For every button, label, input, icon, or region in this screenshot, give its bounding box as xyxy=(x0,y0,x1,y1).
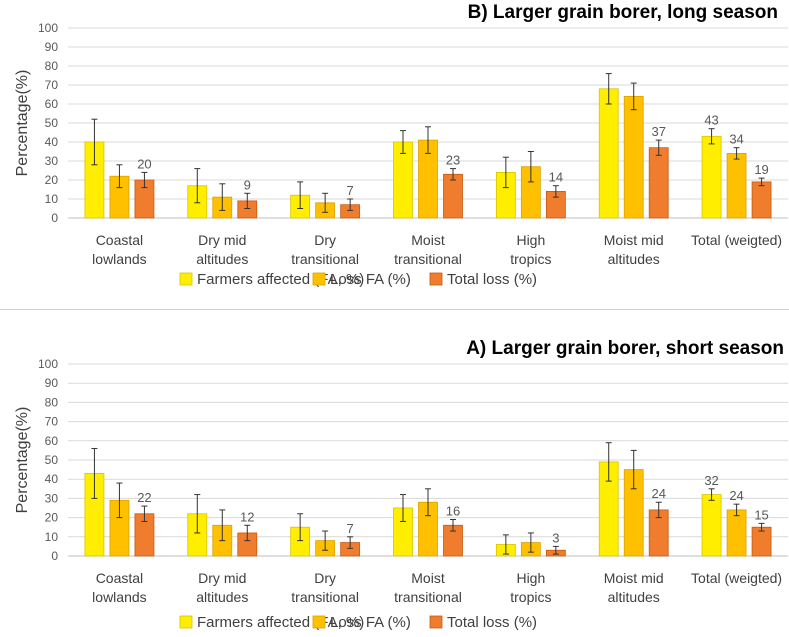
panel1-data-label: 20 xyxy=(137,156,151,171)
panel2-x-tick-label: altitudes xyxy=(196,589,248,605)
panel1-y-tick-label: 30 xyxy=(45,154,59,168)
panel2-x-tick-label: Coastal xyxy=(96,570,143,586)
panel1-data-label: 34 xyxy=(729,132,743,147)
panel2-y-tick-label: 50 xyxy=(45,453,59,467)
panel2-y-tick-label: 80 xyxy=(45,395,59,409)
panel2-x-tick-label: transitional xyxy=(291,589,359,605)
panel1-y-tick-label: 100 xyxy=(38,21,58,35)
panel2-x-tick-label: altitudes xyxy=(608,589,660,605)
panel1-legend-swatch xyxy=(312,272,326,286)
panel1-bar xyxy=(726,152,747,219)
panel1-legend-swatch xyxy=(429,272,443,286)
panel1-y-tick-label: 90 xyxy=(45,40,59,54)
panel2-y-axis-label: Percentage(%) xyxy=(14,407,31,514)
panel2-y-tick-label: 90 xyxy=(45,376,59,390)
panel2-x-tick-label: tropics xyxy=(510,589,551,605)
panel2-x-tick-label: High xyxy=(516,570,545,586)
panel2-legend-swatch xyxy=(429,615,443,629)
panel1-data-label: 37 xyxy=(651,124,665,139)
panel1-x-tick-label: tropics xyxy=(510,251,551,267)
panel2-y-tick-label: 70 xyxy=(45,415,59,429)
panel2-y-tick-label: 100 xyxy=(38,357,58,371)
panel1-chart-title: B) Larger grain borer, long season xyxy=(468,2,778,23)
panel2-x-tick-label: Dry mid xyxy=(198,570,246,586)
panel1-bar xyxy=(701,135,722,219)
panel2-data-label: 7 xyxy=(347,521,354,536)
panel2-data-label: 32 xyxy=(704,473,718,488)
panel1-bar xyxy=(623,96,644,219)
panel2-y-tick-label: 0 xyxy=(51,549,58,563)
panel1-y-tick-label: 50 xyxy=(45,116,59,130)
panel1-data-label: 14 xyxy=(549,170,563,185)
panel-divider xyxy=(0,309,789,310)
panel1-y-tick-label: 70 xyxy=(45,78,59,92)
panel1-legend-label: Loss FA (%) xyxy=(330,271,411,288)
panel2-data-label: 3 xyxy=(552,530,559,545)
panel2-bar xyxy=(726,509,747,557)
panel1-x-tick-label: transitional xyxy=(291,251,359,267)
panel1-y-axis-label: Percentage(%) xyxy=(14,70,31,177)
panel2-x-tick-label: transitional xyxy=(394,589,462,605)
panel2-x-tick-label: Total (weigted) xyxy=(691,570,782,586)
panel1-x-tick-label: Total (weigted) xyxy=(691,232,782,248)
panel1-data-label: 19 xyxy=(754,162,768,177)
panel1-x-tick-label: Moist xyxy=(411,232,445,248)
panel2-y-tick-label: 10 xyxy=(45,530,59,544)
panel1-x-tick-label: Coastal xyxy=(96,232,143,248)
panel1-bar xyxy=(598,88,619,219)
panel1-legend-swatch xyxy=(179,272,193,286)
panel2-x-tick-label: Moist xyxy=(411,570,445,586)
panel2-bar xyxy=(701,494,722,557)
panel1-x-tick-label: High xyxy=(516,232,545,248)
panel2-chart-title: A) Larger grain borer, short season xyxy=(466,338,784,359)
panel1-y-tick-label: 20 xyxy=(45,173,59,187)
panel2-y-tick-label: 20 xyxy=(45,511,59,525)
panel2-x-tick-label: Moist mid xyxy=(604,570,664,586)
panel1-y-tick-label: 80 xyxy=(45,59,59,73)
panel2-y-tick-label: 30 xyxy=(45,491,59,505)
panel1-bar xyxy=(443,173,463,219)
panel1-x-tick-label: Dry mid xyxy=(198,232,246,248)
panel2-legend-label: Loss FA (%) xyxy=(330,614,411,631)
panel1-data-label: 23 xyxy=(446,153,460,168)
panel1-x-tick-label: altitudes xyxy=(196,251,248,267)
panel2-data-label: 12 xyxy=(240,509,254,524)
panel1-bar xyxy=(648,147,669,219)
panel2-y-tick-label: 60 xyxy=(45,434,59,448)
panel2-data-label: 24 xyxy=(729,488,743,503)
panel1-y-tick-label: 0 xyxy=(51,211,58,225)
panel1-x-tick-label: Moist mid xyxy=(604,232,664,248)
panel1-y-tick-label: 10 xyxy=(45,192,59,206)
panel1-x-tick-label: Dry xyxy=(314,232,336,248)
panel1-data-label: 7 xyxy=(347,183,354,198)
panel2-data-label: 22 xyxy=(137,490,151,505)
panel2-x-tick-label: Dry xyxy=(314,570,336,586)
panel2-legend-swatch xyxy=(179,615,193,629)
panel2-data-label: 16 xyxy=(446,504,460,519)
panel2-y-tick-label: 40 xyxy=(45,472,59,486)
panel1-bar xyxy=(751,181,772,219)
panel1-y-tick-label: 60 xyxy=(45,97,59,111)
panel1-x-tick-label: transitional xyxy=(394,251,462,267)
panel1-x-tick-label: altitudes xyxy=(608,251,660,267)
panel2-legend-swatch xyxy=(312,615,326,629)
panel1-data-label: 9 xyxy=(244,177,251,192)
panel2-x-tick-label: lowlands xyxy=(92,589,146,605)
panel2-data-label: 24 xyxy=(651,486,665,501)
panel2-legend-label: Total loss (%) xyxy=(447,614,537,631)
panel2-data-label: 15 xyxy=(754,507,768,522)
panel1-legend-label: Total loss (%) xyxy=(447,271,537,288)
panel1-data-label: 43 xyxy=(704,113,718,128)
panel1-x-tick-label: lowlands xyxy=(92,251,146,267)
panel1-y-tick-label: 40 xyxy=(45,135,59,149)
